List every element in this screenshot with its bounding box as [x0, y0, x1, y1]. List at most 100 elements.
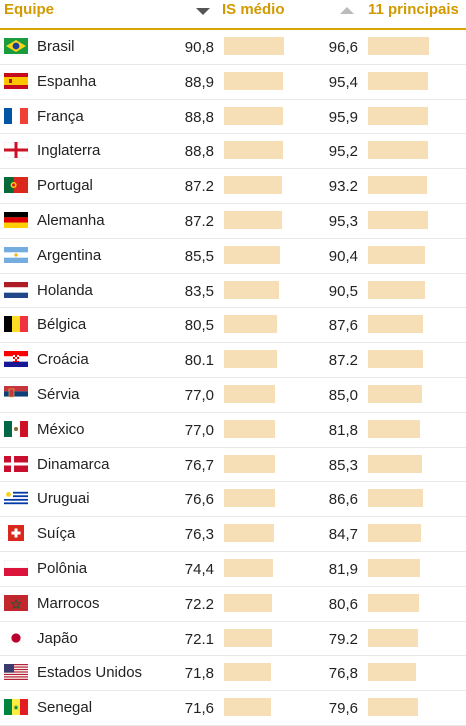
table-row: Estados Unidos 71,8 76,8: [0, 656, 466, 692]
team-name: Croácia: [37, 351, 89, 369]
is-medio-bar: [224, 315, 278, 334]
switzerland-flag-icon: [4, 525, 28, 542]
table-body: Brasil 90,8 96,6 Espanha 88,9 95,4 França 88,8 9…: [0, 30, 466, 726]
is-medio-value: 83,5: [184, 282, 214, 300]
top11-value: 93.2: [328, 178, 358, 196]
is-medio-value: 90,8: [184, 39, 214, 56]
table-header: Equipe IS médio 11 principais: [0, 0, 466, 30]
table-row: Portugal 87.2 93.2: [0, 169, 466, 204]
team-name: Polônia: [37, 559, 88, 577]
table-row: Argentina 85,5 90,4: [0, 239, 466, 274]
team-name: Alemanha: [37, 211, 105, 229]
top11-bar: [368, 698, 419, 717]
top11-bar: [368, 384, 422, 403]
is-medio-value: 88,8: [184, 108, 214, 126]
portugal-flag-icon: [4, 177, 28, 194]
team-name: Bélgica: [37, 316, 87, 334]
is-medio-bar: [224, 628, 272, 647]
sort-desc-icon[interactable]: [196, 8, 210, 15]
mexico-flag-icon: [4, 420, 28, 437]
top11-value: 79.2: [328, 630, 358, 648]
england-flag-icon: [4, 142, 28, 159]
table-row: Bélgica 80,5 87,6: [0, 308, 466, 344]
is-medio-bar: [224, 663, 272, 682]
table-row: Croácia 80.1 87.2: [0, 343, 466, 378]
netherlands-flag-icon: [4, 281, 28, 298]
is-medio-value: 85,5: [184, 247, 214, 265]
is-medio-bar: [224, 524, 275, 543]
table-row: Suíça 76,3 84,7: [0, 517, 466, 552]
team-name: Inglaterra: [37, 142, 101, 160]
is-medio-value: 76,3: [184, 526, 214, 544]
is-medio-value: 76,6: [184, 491, 214, 509]
team-name: Brasil: [37, 38, 75, 55]
uruguay-flag-icon: [4, 490, 28, 507]
top11-bar: [368, 489, 423, 508]
poland-flag-icon: [4, 559, 28, 576]
table-row: Brasil 90,8 96,6: [0, 30, 466, 65]
top11-value: 81,9: [328, 560, 358, 578]
brazil-flag-icon: [4, 38, 28, 54]
denmark-flag-icon: [4, 455, 28, 472]
column-header-top11[interactable]: 11 principais: [368, 1, 459, 18]
top11-value: 87,6: [328, 317, 358, 335]
is-medio-bar: [224, 698, 272, 717]
top11-value: 86,6: [328, 491, 358, 509]
column-header-is-medio[interactable]: IS médio: [222, 1, 285, 18]
is-medio-bar: [224, 245, 281, 264]
top11-value: 87.2: [328, 352, 358, 370]
serbia-flag-icon: [4, 385, 28, 402]
top11-value: 90,5: [328, 282, 358, 300]
team-name: França: [37, 107, 84, 125]
top11-bar: [368, 37, 429, 55]
is-medio-value: 72.2: [184, 595, 214, 613]
top11-bar: [368, 593, 419, 612]
is-medio-value: 71,6: [184, 700, 214, 718]
top11-value: 79,6: [328, 700, 358, 718]
table-row: México 77,0 81,8: [0, 413, 466, 448]
top11-bar: [368, 419, 420, 438]
top11-bar: [368, 350, 423, 369]
table-row: Inglaterra 88,8 95,2: [0, 134, 466, 170]
team-name: Espanha: [37, 72, 97, 90]
sort-asc-icon[interactable]: [340, 7, 354, 14]
is-medio-bar: [224, 419, 275, 438]
is-medio-value: 72.1: [184, 630, 214, 648]
table-row: Dinamarca 76,7 85,3: [0, 448, 466, 483]
team-name: Uruguai: [37, 490, 90, 508]
is-medio-value: 88,8: [184, 143, 214, 161]
table-row: Marrocos 72.2 80,6: [0, 587, 466, 622]
table-row: Sérvia 77,0 85,0: [0, 378, 466, 413]
top11-bar: [368, 628, 418, 647]
is-medio-bar: [224, 593, 272, 612]
top11-bar: [368, 141, 428, 160]
is-medio-value: 88,9: [184, 73, 214, 91]
is-medio-value: 71,8: [184, 665, 214, 683]
top11-value: 96,6: [328, 39, 358, 56]
is-medio-bar: [224, 280, 280, 299]
is-medio-value: 80.1: [184, 352, 214, 370]
top11-bar: [368, 210, 429, 229]
top11-bar: [368, 245, 425, 264]
is-medio-bar: [224, 141, 283, 160]
team-name: Holanda: [37, 281, 93, 299]
team-name: Dinamarca: [37, 455, 110, 473]
is-medio-bar: [224, 454, 275, 473]
is-medio-bar: [224, 489, 275, 508]
is-medio-bar: [224, 384, 275, 403]
top11-bar: [368, 558, 420, 577]
table-row: Japão 72.1 79.2: [0, 622, 466, 657]
japan-flag-icon: [4, 629, 28, 646]
top11-value: 95,4: [328, 73, 358, 91]
table-row: Uruguai 76,6 86,6: [0, 482, 466, 518]
team-name: México: [37, 420, 85, 438]
table-row: Alemanha 87.2 95,3: [0, 204, 466, 239]
senegal-flag-icon: [4, 699, 28, 716]
top11-bar: [368, 280, 425, 299]
top11-bar: [368, 71, 429, 90]
top11-bar: [368, 663, 417, 682]
top11-value: 81,8: [328, 421, 358, 439]
column-header-team[interactable]: Equipe: [4, 1, 55, 18]
is-medio-bar: [224, 37, 284, 55]
